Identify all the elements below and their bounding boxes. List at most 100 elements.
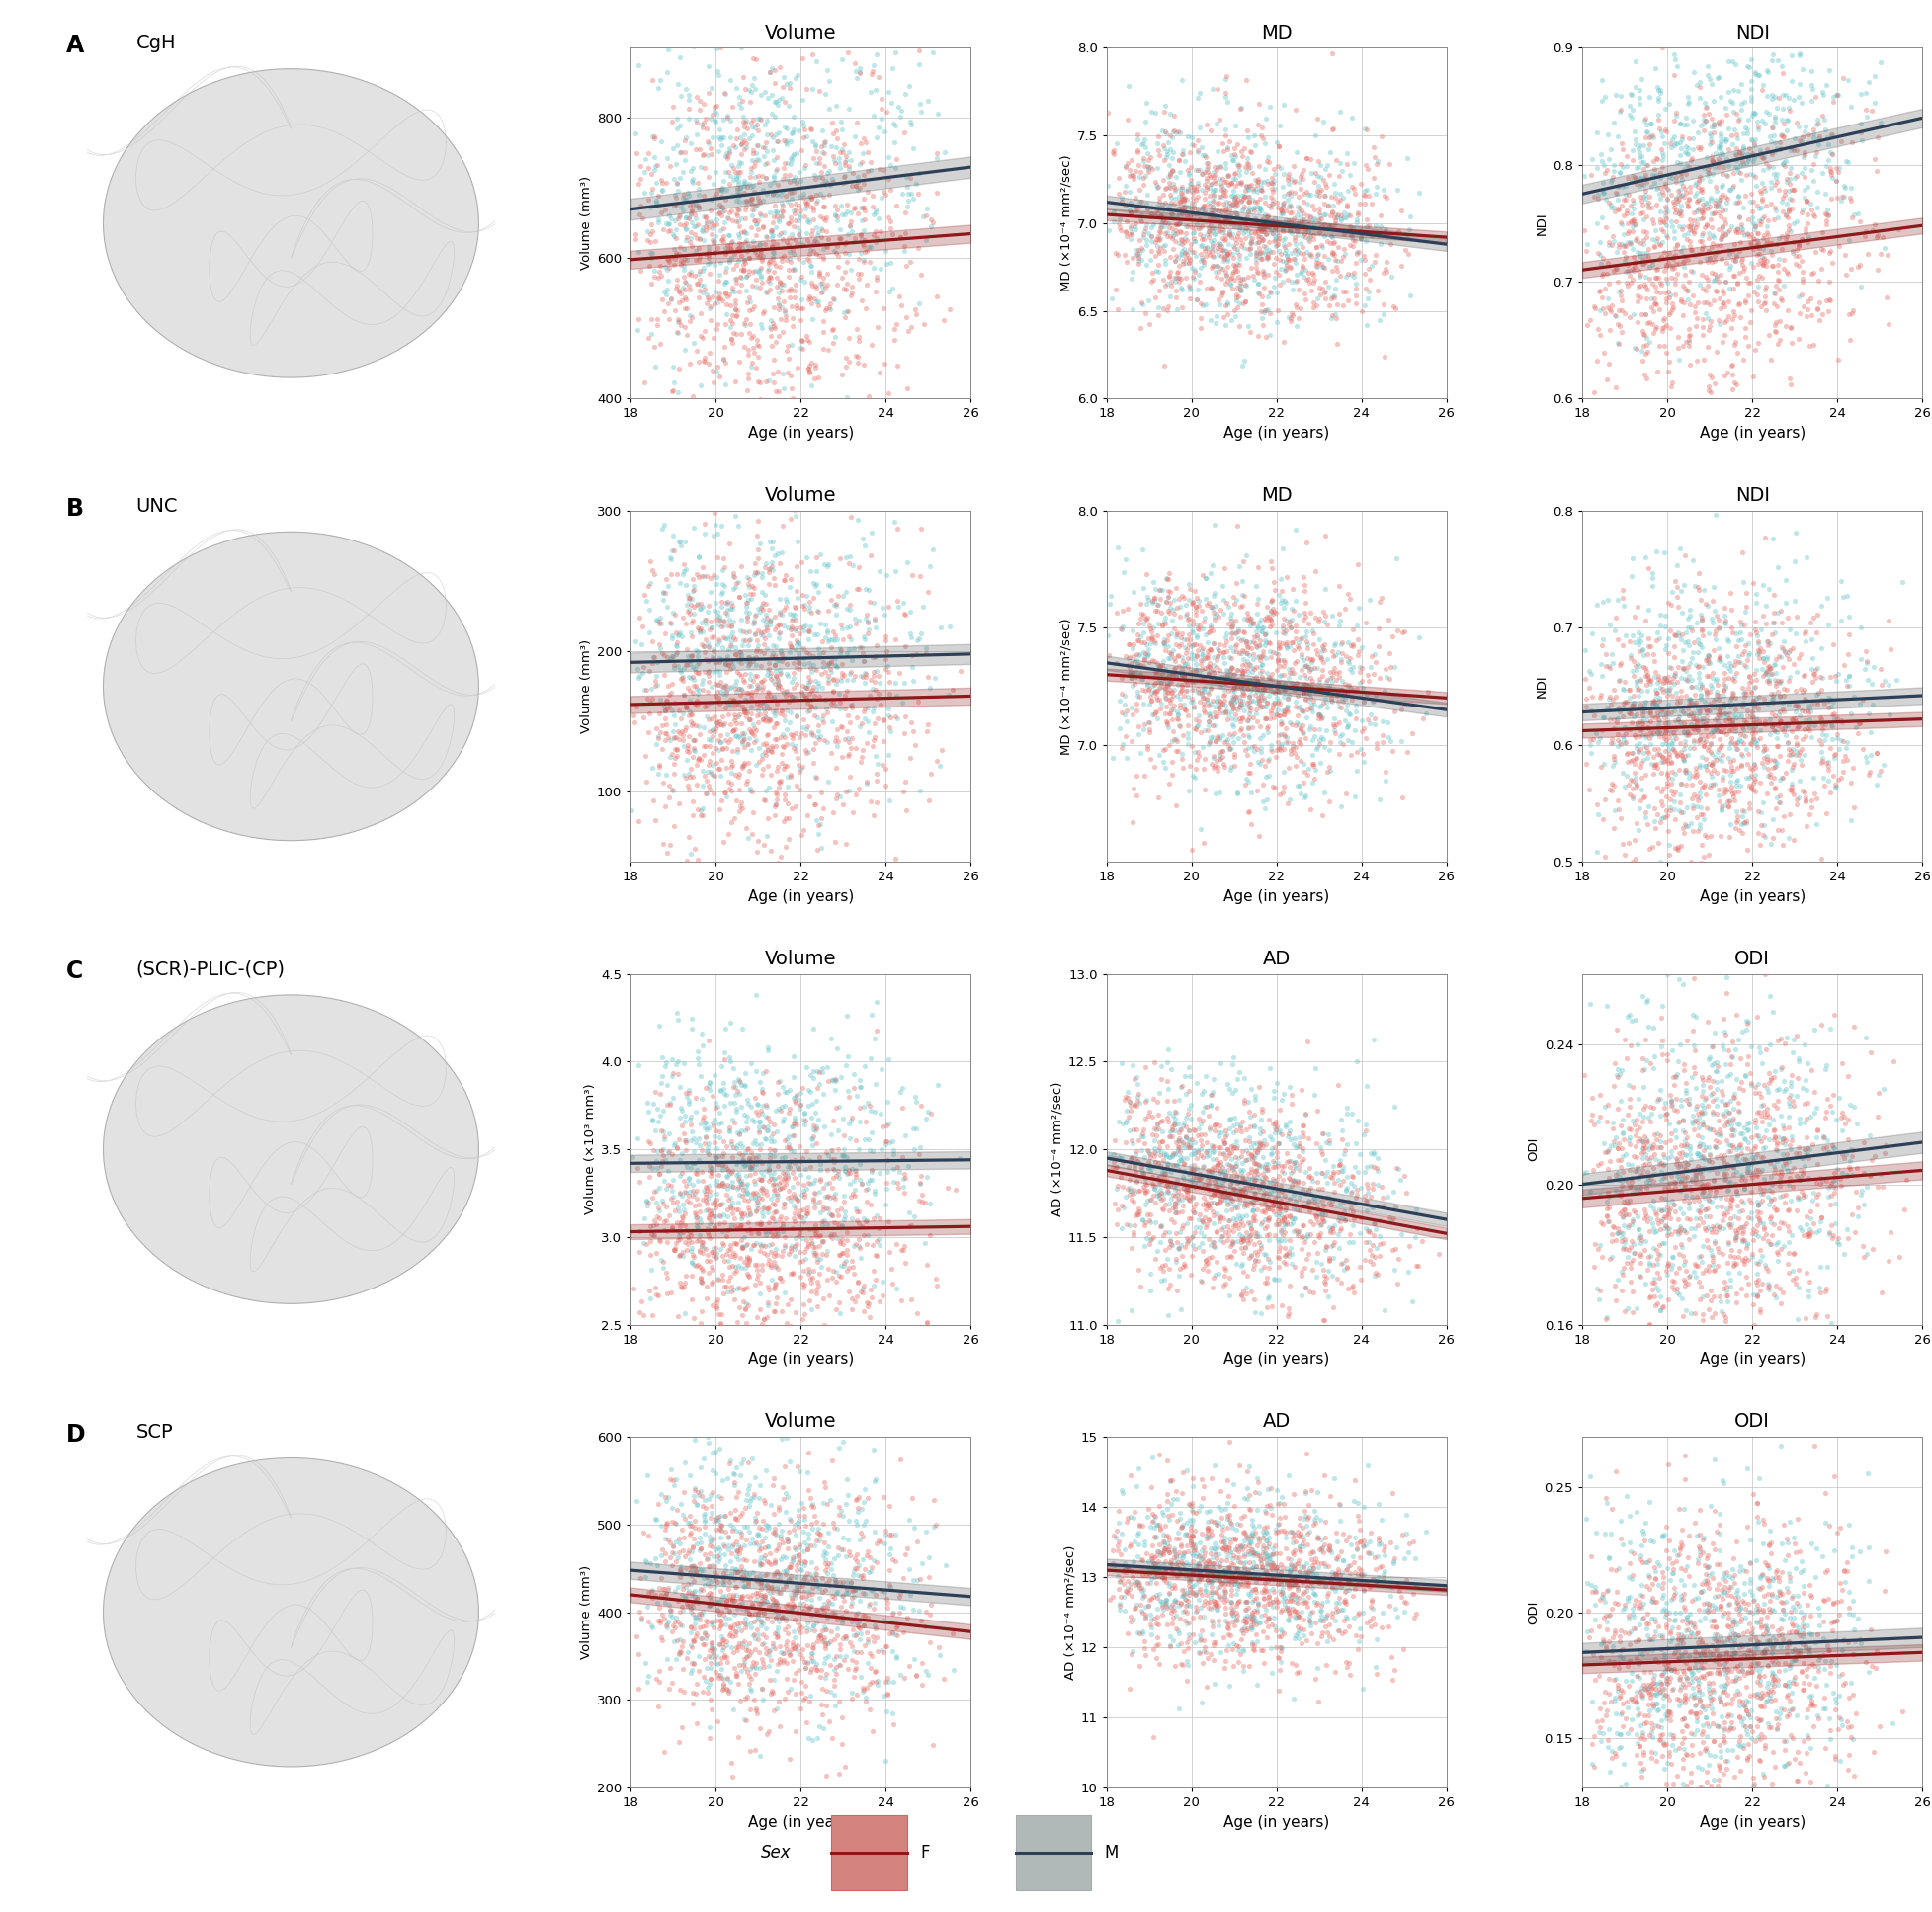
Point <box>653 34 684 65</box>
Point <box>705 1168 736 1199</box>
Point <box>1188 673 1219 704</box>
Point <box>1242 1467 1273 1497</box>
Point <box>1783 38 1814 69</box>
Point <box>1159 1103 1190 1134</box>
Point <box>624 602 655 633</box>
Point <box>1262 671 1293 702</box>
Point <box>707 671 738 702</box>
Point <box>1196 1606 1227 1637</box>
Point <box>690 1604 721 1635</box>
Point <box>740 1648 771 1679</box>
Point <box>1822 1153 1853 1184</box>
Point <box>1725 727 1756 757</box>
Point <box>1685 1157 1716 1187</box>
Point <box>738 103 769 134</box>
Point <box>1679 197 1710 228</box>
Point <box>663 1637 694 1667</box>
Point <box>1611 727 1642 757</box>
Point <box>1175 1170 1206 1201</box>
Point <box>1321 1566 1352 1597</box>
Point <box>862 656 893 686</box>
Point <box>1617 1686 1648 1717</box>
Point <box>655 1184 686 1214</box>
Point <box>1233 182 1264 212</box>
Point <box>763 84 794 115</box>
Point <box>1747 224 1777 254</box>
Point <box>1148 1537 1179 1568</box>
Point <box>1712 1149 1743 1180</box>
Point <box>686 1533 717 1564</box>
Point <box>668 180 699 210</box>
Point <box>1308 252 1339 283</box>
Point <box>1281 233 1312 264</box>
Point <box>709 1551 740 1581</box>
Point <box>711 1591 742 1621</box>
Point <box>1277 218 1308 249</box>
Point <box>1341 1184 1372 1214</box>
Point <box>1795 715 1826 746</box>
Point <box>1646 1633 1677 1663</box>
Point <box>1789 1134 1820 1164</box>
Point <box>1689 750 1719 780</box>
Point <box>1735 1696 1766 1727</box>
Point <box>1169 1250 1200 1281</box>
Point <box>1173 1172 1204 1203</box>
Point <box>1735 1149 1766 1180</box>
Point <box>1656 1203 1687 1233</box>
Point <box>1762 82 1793 113</box>
Point <box>1687 1247 1718 1277</box>
Point <box>1325 1249 1356 1279</box>
Point <box>684 1235 715 1266</box>
Point <box>1708 1677 1739 1707</box>
Point <box>1130 639 1161 669</box>
Point <box>819 1566 850 1597</box>
Point <box>1211 180 1242 210</box>
Point <box>1117 1050 1148 1080</box>
Point <box>1144 275 1175 306</box>
Point <box>1646 1725 1677 1755</box>
Point <box>1275 1545 1306 1575</box>
Point <box>663 650 694 681</box>
Point <box>1613 1199 1644 1229</box>
Point <box>1325 1489 1356 1520</box>
Point <box>705 247 736 277</box>
Point <box>1320 205 1350 235</box>
Point <box>746 260 777 291</box>
Point <box>1379 1191 1410 1222</box>
Point <box>1233 600 1264 631</box>
Point <box>1153 637 1184 667</box>
Point <box>1196 201 1227 231</box>
Point <box>1768 254 1799 285</box>
Point <box>1596 193 1627 224</box>
Point <box>1636 1635 1667 1665</box>
Point <box>692 1606 723 1637</box>
Point <box>1714 1621 1745 1652</box>
Point <box>1182 1067 1213 1097</box>
Point <box>1211 166 1242 197</box>
Point <box>1810 797 1841 828</box>
Point <box>1151 1585 1182 1616</box>
Point <box>1708 1759 1739 1790</box>
Point <box>842 1606 873 1637</box>
Point <box>1204 740 1235 771</box>
Point <box>823 1499 854 1530</box>
Point <box>709 1554 740 1585</box>
Point <box>1698 572 1729 602</box>
Point <box>1634 665 1665 696</box>
Point <box>796 1224 827 1254</box>
Point <box>844 1197 875 1228</box>
Point <box>1190 235 1221 266</box>
Point <box>1196 235 1227 266</box>
Point <box>1200 235 1231 266</box>
Point <box>697 1111 728 1141</box>
Point <box>1146 189 1177 220</box>
Point <box>1683 1656 1714 1686</box>
Point <box>1785 1176 1816 1206</box>
Point <box>1750 1549 1781 1579</box>
Point <box>1810 115 1841 145</box>
Point <box>1217 1597 1248 1627</box>
Point <box>781 616 811 646</box>
Point <box>1747 184 1777 214</box>
Point <box>1298 763 1329 793</box>
Point <box>1762 403 1793 434</box>
